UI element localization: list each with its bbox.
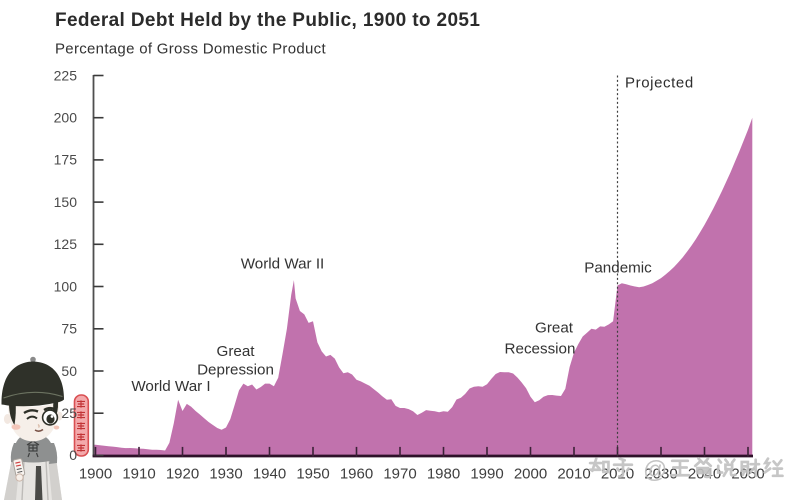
svg-text:Great: Great: [535, 320, 574, 337]
svg-text:25: 25: [61, 405, 77, 421]
svg-text:1940: 1940: [253, 466, 286, 483]
svg-text:0: 0: [69, 447, 77, 463]
svg-text:2010: 2010: [557, 466, 590, 483]
svg-text:World War II: World War II: [241, 256, 325, 273]
svg-text:1910: 1910: [122, 466, 155, 483]
svg-text:Pandemic: Pandemic: [584, 260, 652, 277]
svg-text:1990: 1990: [470, 466, 503, 483]
svg-text:200: 200: [54, 110, 78, 126]
svg-text:Recession: Recession: [505, 341, 576, 358]
svg-text:1950: 1950: [296, 466, 329, 483]
svg-text:75: 75: [61, 321, 77, 337]
svg-text:Great: Great: [217, 343, 256, 360]
svg-text:1980: 1980: [427, 466, 460, 483]
svg-text:1930: 1930: [209, 466, 242, 483]
svg-text:150: 150: [54, 194, 78, 210]
svg-text:@: @: [643, 457, 667, 484]
svg-text:2000: 2000: [514, 466, 547, 483]
svg-text:1900: 1900: [79, 466, 112, 483]
svg-text:Projected: Projected: [625, 75, 694, 92]
svg-text:225: 225: [54, 67, 78, 83]
svg-text:50: 50: [61, 363, 77, 379]
svg-text:100: 100: [54, 278, 78, 294]
svg-text:Percentage of Gross Domestic P: Percentage of Gross Domestic Product: [55, 41, 326, 58]
svg-text:2030: 2030: [644, 466, 677, 483]
svg-text:Depression: Depression: [197, 362, 274, 379]
svg-text:1970: 1970: [383, 466, 416, 483]
svg-text:World War I: World War I: [131, 378, 210, 395]
svg-text:175: 175: [54, 152, 78, 168]
svg-text:Federal Debt Held by the Publi: Federal Debt Held by the Public, 1900 to…: [55, 10, 480, 31]
svg-text:125: 125: [54, 236, 78, 252]
svg-text:1960: 1960: [340, 466, 373, 483]
svg-text:1920: 1920: [166, 466, 199, 483]
